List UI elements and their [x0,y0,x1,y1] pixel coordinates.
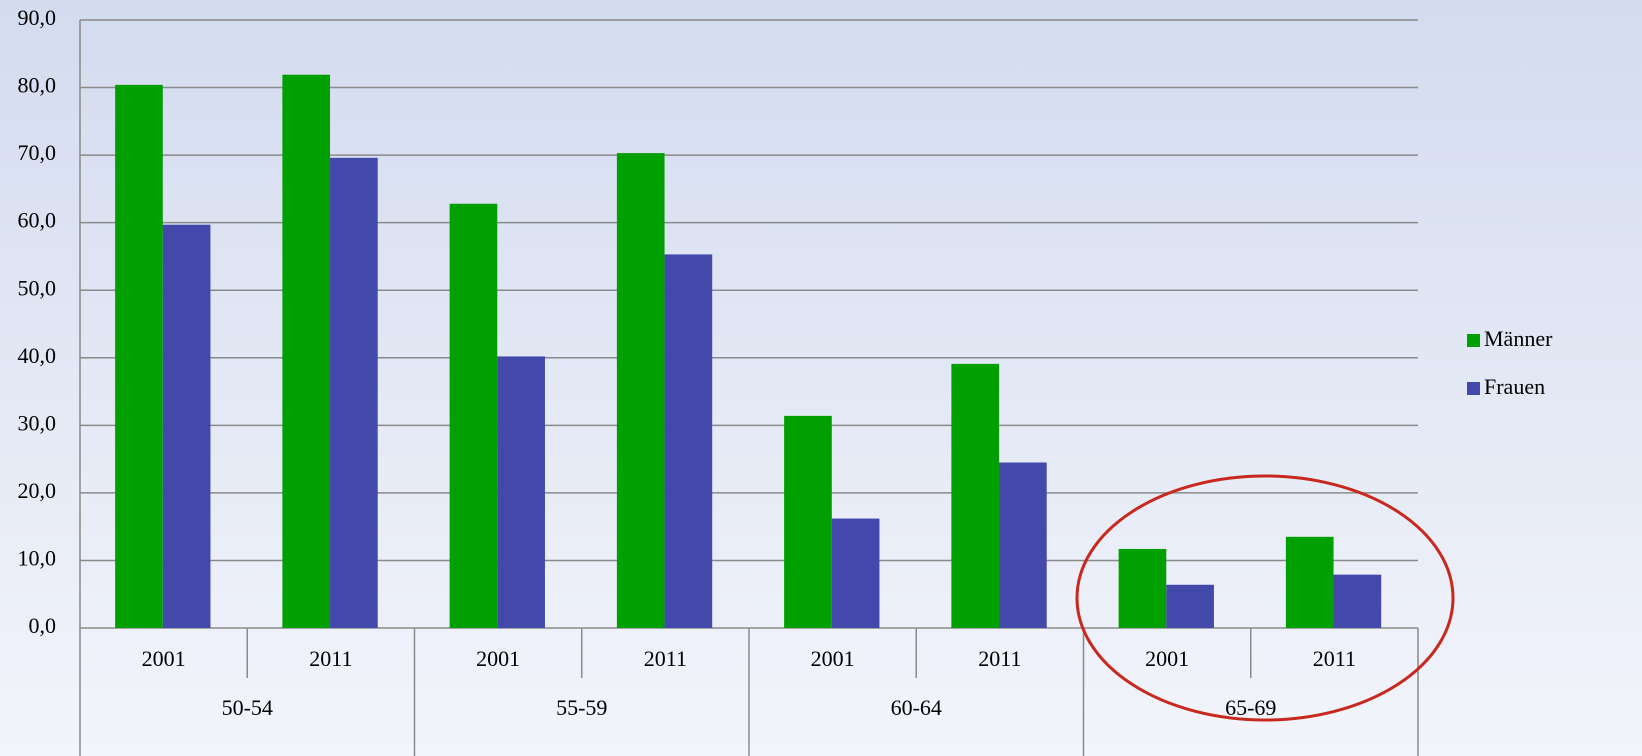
y-tick-label: 30,0 [18,410,57,435]
x-tick-label: 2011 [1313,646,1356,671]
highlight-ellipse [1075,474,1455,722]
group-label: 60-64 [891,695,942,720]
y-tick-label: 10,0 [18,545,57,570]
y-tick-label: 40,0 [18,343,57,368]
y-tick-label: 20,0 [18,478,57,503]
group-label: 50-54 [222,695,273,720]
x-tick-label: 2001 [811,646,855,671]
x-tick-label: 2011 [309,646,352,671]
y-tick-label: 90,0 [18,5,57,30]
legend-swatch [1467,334,1480,347]
bar [1333,574,1382,628]
y-tick-label: 60,0 [18,208,57,233]
bar [449,203,498,629]
bar [330,157,378,628]
bar [784,415,832,628]
bar [1285,536,1334,628]
legend-label: Frauen [1484,374,1545,399]
bar [616,153,665,628]
y-tick-label: 50,0 [18,275,57,300]
legend-swatch [1467,382,1480,395]
bar [282,74,331,629]
bar [831,518,880,628]
legend-label: Männer [1484,326,1553,351]
y-tick-label: 0,0 [29,613,57,638]
x-tick-label: 2001 [1145,646,1189,671]
x-tick-label: 2001 [476,646,520,671]
bar [664,254,713,628]
y-tick-label: 80,0 [18,73,57,98]
bar [162,224,211,628]
x-tick-label: 2011 [644,646,687,671]
bar [497,356,545,628]
group-label: 65-69 [1225,695,1276,720]
y-tick-label: 70,0 [18,140,57,165]
bar [951,363,1000,628]
bar [1118,548,1167,628]
bar [999,462,1047,628]
x-tick-label: 2011 [978,646,1021,671]
x-tick-label: 2001 [142,646,186,671]
group-label: 55-59 [556,695,607,720]
bar [1166,584,1214,628]
bar [115,84,163,628]
